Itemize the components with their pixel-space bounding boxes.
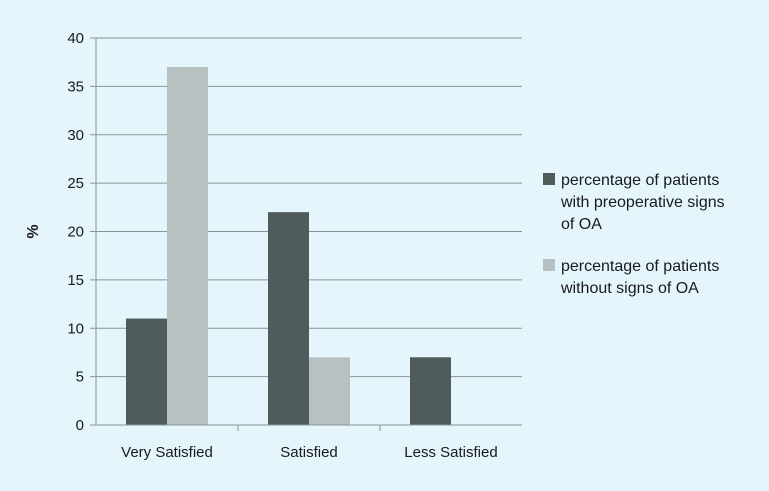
legend-label-line: percentage of patients: [561, 172, 719, 189]
bar-without-oa: [309, 357, 350, 425]
bars: [126, 67, 451, 426]
y-tick-label: 20: [67, 224, 84, 241]
legend: percentage of patients with preoperative …: [543, 172, 725, 297]
legend-label-line: without signs of OA: [560, 280, 699, 297]
y-tick-label: 0: [76, 417, 84, 434]
axes: [95, 38, 522, 431]
bar-with-oa: [410, 357, 451, 425]
x-tick-label: Satisfied: [280, 444, 338, 461]
bar-without-oa: [167, 67, 208, 426]
bar-with-oa: [126, 318, 167, 425]
legend-swatch: [543, 259, 555, 271]
x-tick-labels: Very Satisfied Satisfied Less Satisfied: [121, 444, 498, 461]
y-tick-label: 35: [67, 78, 84, 95]
y-tick-label: 10: [67, 320, 84, 337]
y-axis-title: %: [25, 224, 42, 238]
legend-label-line: percentage of patients: [561, 258, 719, 275]
legend-entry: percentage of patients without signs of O…: [543, 258, 719, 297]
y-tick-label: 30: [67, 127, 84, 144]
y-tick-labels: 0 5 10 15 20 25 30 35 40: [67, 30, 84, 434]
y-tick-label: 40: [67, 30, 84, 47]
legend-entry: percentage of patients with preoperative …: [543, 172, 725, 233]
x-tick-label: Less Satisfied: [404, 444, 497, 461]
x-tick-label: Very Satisfied: [121, 444, 213, 461]
y-tick-label: 5: [76, 369, 84, 386]
legend-label-line: with preoperative signs: [560, 194, 725, 211]
bar-with-oa: [268, 212, 309, 425]
y-tick-label: 25: [67, 175, 84, 192]
legend-swatch: [543, 173, 555, 185]
y-tick-label: 15: [67, 272, 84, 289]
legend-label-line: of OA: [561, 216, 602, 233]
